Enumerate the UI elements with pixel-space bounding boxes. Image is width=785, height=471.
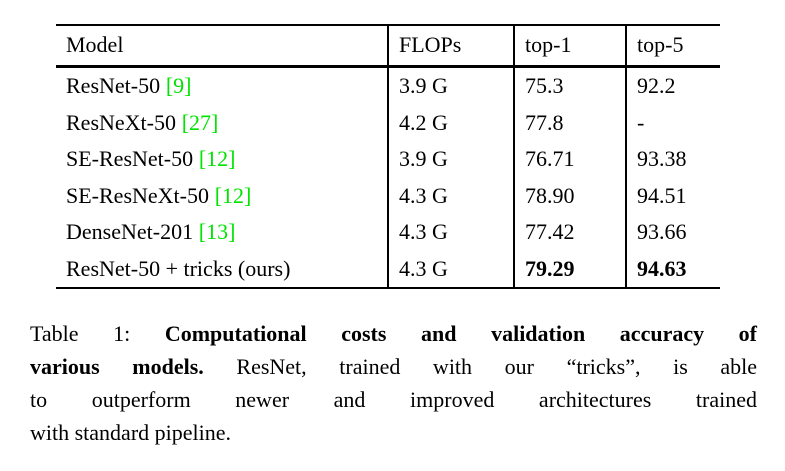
caption-line-4: with standard pipeline. (30, 420, 232, 445)
citation-link[interactable]: [12] (198, 146, 236, 171)
model-cell: SE-ResNeXt-50 [12] (56, 178, 388, 215)
model-name: ResNeXt-50 (66, 109, 176, 135)
model-name: ResNet-50 (66, 73, 161, 98)
results-table: Model FLOPs top-1 top-5 ResNet-50 [9] 3.9… (56, 24, 720, 289)
col-header-model: Model (56, 25, 388, 68)
top1-cell: 79.29 (513, 250, 626, 288)
flops-cell: 4.2 G (387, 104, 514, 141)
paper-page: Model FLOPs top-1 top-5 ResNet-50 [9] 3.9… (30, 24, 757, 449)
model-cell: DenseNet-201 [13] (56, 214, 388, 251)
table-row: DenseNet-201 [13] 4.3 G 77.42 93.66 (56, 214, 720, 251)
model-cell: ResNeXt-50 [27] (56, 105, 388, 142)
top5-cell: 92.2 (625, 66, 720, 105)
table-row: SE-ResNeXt-50 [12] 4.3 G 78.90 94.51 (56, 177, 720, 215)
citation-link[interactable]: [12] (214, 182, 252, 208)
caption-line-3: to outperform newer and improved archite… (30, 387, 757, 412)
top5-cell: 94.51 (625, 177, 720, 214)
table-row: SE-ResNet-50 [12] 3.9 G 76.71 93.38 (56, 141, 720, 178)
table-row: ResNeXt-50 [27] 4.2 G 77.8 - (56, 104, 720, 142)
top5-cell: 93.66 (625, 214, 720, 251)
caption-bold-part-1: Computational costs and validation accur… (164, 321, 758, 346)
citation-link[interactable]: [13] (198, 219, 236, 244)
model-name: DenseNet-201 (66, 219, 194, 244)
model-name: SE-ResNet-50 (66, 146, 194, 171)
top5-cell: - (625, 104, 720, 141)
col-header-flops: FLOPs (387, 25, 514, 68)
top1-cell: 78.90 (513, 177, 626, 214)
table-caption: Table 1: Computational costs and validat… (30, 317, 757, 449)
table-header-row: Model FLOPs top-1 top-5 (56, 25, 720, 68)
model-cell: SE-ResNet-50 [12] (56, 141, 388, 178)
col-header-top1: top-1 (513, 25, 626, 68)
model-cell: ResNet-50 + tricks (ours) (56, 251, 388, 289)
col-header-top5: top-5 (625, 25, 720, 68)
flops-cell: 4.3 G (387, 177, 514, 214)
caption-line-1: Table 1: Computational costs and validat… (30, 317, 757, 350)
model-name: SE-ResNeXt-50 (66, 182, 209, 208)
top1-cell: 75.3 (513, 66, 626, 105)
caption-line-2: various models. ResNet, trained with our… (30, 350, 757, 383)
top1-cell: 76.71 (513, 141, 626, 178)
flops-cell: 4.3 G (387, 214, 514, 251)
citation-link[interactable]: [9] (165, 73, 192, 98)
caption-bold-part-2: various models. (30, 354, 204, 379)
top5-cell: 94.63 (625, 250, 720, 288)
top5-cell: 93.38 (625, 141, 720, 178)
caption-label: Table 1: (30, 321, 131, 346)
flops-cell: 3.9 G (387, 66, 514, 105)
top1-cell: 77.8 (513, 104, 626, 141)
table-row: ResNet-50 + tricks (ours) 4.3 G 79.29 94… (56, 250, 720, 289)
model-cell: ResNet-50 [9] (56, 67, 388, 105)
top1-cell: 77.42 (513, 214, 626, 251)
citation-link[interactable]: [27] (181, 109, 219, 135)
model-name: ResNet-50 + tricks (ours) (66, 255, 291, 281)
flops-cell: 3.9 G (387, 141, 514, 178)
caption-text-part: ResNet, trained with our “tricks”, is ab… (236, 354, 757, 379)
table-row: ResNet-50 [9] 3.9 G 75.3 92.2 (56, 66, 720, 105)
flops-cell: 4.3 G (387, 250, 514, 288)
